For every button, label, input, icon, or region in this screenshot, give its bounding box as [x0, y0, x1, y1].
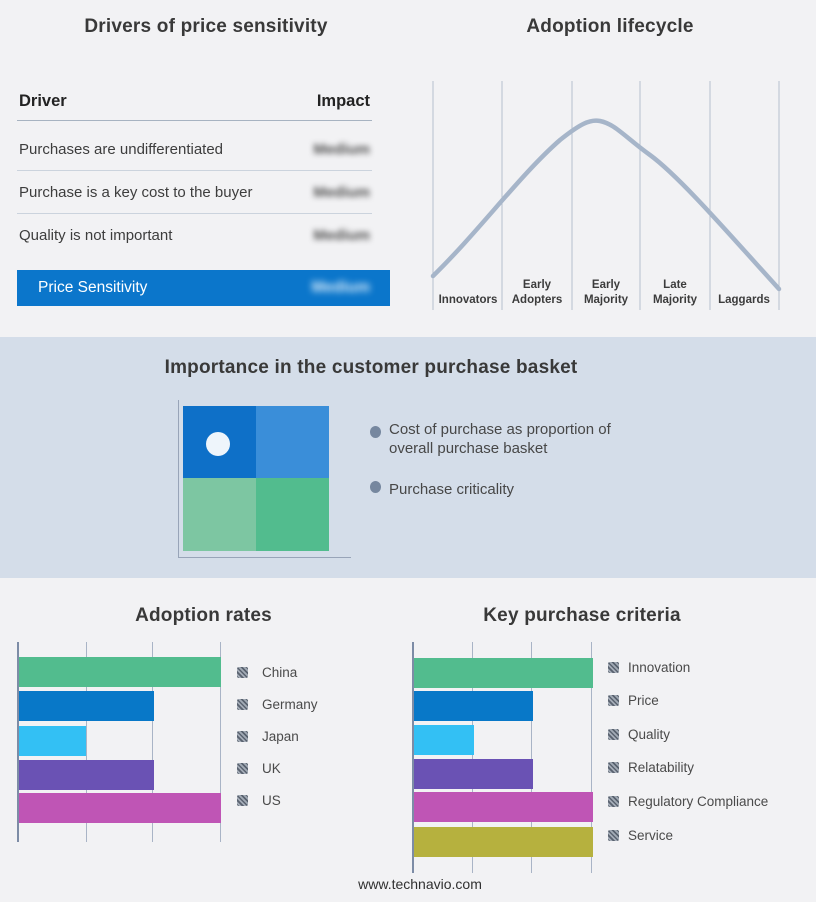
- quadrant-x-axis: [178, 557, 351, 558]
- chart-gridline: [531, 642, 532, 873]
- redacted-swatch-icon: [237, 795, 248, 806]
- table-row: Purchases are undifferentiated Medium: [17, 128, 372, 171]
- bar-service: [414, 827, 593, 857]
- bar-japan: [19, 726, 86, 756]
- adoption-rates-title: Adoption rates: [135, 605, 272, 626]
- chart-y-axis: [412, 642, 414, 873]
- bar-regulatory-compliance: [414, 792, 593, 822]
- quadrant-y-axis: [178, 400, 179, 558]
- phase-label-laggards: Laggards: [718, 293, 770, 306]
- redacted-swatch-icon: [608, 695, 619, 706]
- bar-us: [19, 793, 221, 823]
- bar-relatability: [414, 759, 533, 789]
- impact-value-blurred: Medium: [311, 279, 370, 296]
- legend-item-china: China: [237, 665, 297, 680]
- chart-gridline: [152, 642, 153, 842]
- redacted-swatch-icon: [237, 667, 248, 678]
- bar-uk: [19, 760, 154, 790]
- impact-value-blurred: Medium: [313, 140, 370, 158]
- phase-label-early-adopters: Early Adopters: [511, 279, 563, 306]
- bullet-icon: [370, 481, 381, 493]
- bar-price: [414, 691, 533, 721]
- redacted-swatch-icon: [237, 763, 248, 774]
- legend-item-relatability: Relatability: [608, 760, 694, 775]
- drivers-table-body: Purchases are undifferentiated Medium Pu…: [17, 128, 372, 257]
- legend-item-innovation: Innovation: [608, 660, 690, 675]
- key-purchase-criteria-chart: [412, 642, 597, 873]
- quadrant-cell-bottom-left: [183, 478, 256, 551]
- redacted-swatch-icon: [608, 762, 619, 773]
- bell-curve: [430, 118, 782, 292]
- chart-gridline: [472, 642, 473, 873]
- redacted-swatch-icon: [237, 699, 248, 710]
- driver-cell: Purchases are undifferentiated: [19, 140, 224, 158]
- bar-germany: [19, 691, 154, 721]
- bar-innovation: [414, 658, 593, 688]
- legend-item-germany: Germany: [237, 697, 318, 712]
- redacted-swatch-icon: [608, 796, 619, 807]
- impact-value-blurred: Medium: [313, 227, 370, 244]
- phase-label-innovators: Innovators: [438, 293, 498, 306]
- lifecycle-panel-title: Adoption lifecycle: [526, 16, 694, 37]
- quadrant-cell-top-left: [183, 406, 256, 478]
- chart-gridline: [86, 642, 87, 842]
- position-marker-dot: [206, 432, 230, 456]
- bullet-text-criticality: Purchase criticality: [389, 481, 515, 498]
- bar-quality: [414, 725, 474, 755]
- chart-gridline: [591, 642, 592, 873]
- legend-item-uk: UK: [237, 761, 281, 776]
- quadrant-cell-bottom-right: [256, 478, 329, 551]
- bullet-icon: [370, 426, 381, 438]
- driver-cell: Purchase is a key cost to the buyer: [19, 183, 253, 201]
- legend-item-quality: Quality: [608, 727, 670, 742]
- price-sensitivity-highlight-row: Price Sensitivity Medium: [17, 270, 390, 306]
- redacted-swatch-icon: [608, 830, 619, 841]
- legend-item-service: Service: [608, 828, 673, 843]
- redacted-swatch-icon: [237, 731, 248, 742]
- price-sensitivity-label: Price Sensitivity: [38, 279, 148, 296]
- adoption-lifecycle-chart: [430, 81, 782, 310]
- table-row: Purchase is a key cost to the buyer Medi…: [17, 171, 372, 214]
- impact-column-header: Impact: [316, 92, 370, 110]
- redacted-swatch-icon: [608, 662, 619, 673]
- drivers-panel-title: Drivers of price sensitivity: [84, 16, 328, 37]
- phase-label-late-majority: Late Majority: [652, 279, 698, 306]
- table-row: Quality is not important Medium: [17, 214, 372, 257]
- driver-column-header: Driver: [19, 92, 67, 110]
- bullet-text-cost: Cost of purchase as proportion of overal…: [389, 421, 611, 457]
- bar-china: [19, 657, 221, 687]
- lifecycle-gridlines: [432, 81, 780, 310]
- legend-item-us: US: [237, 793, 281, 808]
- quadrant-cell-top-right: [256, 406, 329, 478]
- purchase-basket-band: [0, 337, 816, 578]
- legend-item-japan: Japan: [237, 729, 299, 744]
- drivers-table-header: Driver Impact: [17, 92, 372, 121]
- key-purchase-criteria-legend: Innovation Price Quality Relatability Re…: [608, 642, 816, 873]
- footer-url: www.technavio.com: [358, 876, 482, 892]
- chart-gridline: [220, 642, 221, 842]
- impact-value-blurred: Medium: [313, 183, 370, 201]
- legend-item-regulatory-compliance: Regulatory Compliance: [608, 794, 768, 809]
- purchase-basket-quadrant: [183, 406, 329, 551]
- adoption-rates-legend: China Germany Japan UK US: [237, 642, 387, 842]
- adoption-rates-chart: [17, 642, 232, 842]
- basket-title: Importance in the customer purchase bask…: [164, 357, 578, 378]
- legend-item-price: Price: [608, 693, 659, 708]
- redacted-swatch-icon: [608, 729, 619, 740]
- key-purchase-criteria-title: Key purchase criteria: [483, 605, 681, 626]
- chart-y-axis: [17, 642, 19, 842]
- phase-label-early-majority: Early Majority: [583, 279, 629, 306]
- driver-cell: Quality is not important: [19, 227, 173, 244]
